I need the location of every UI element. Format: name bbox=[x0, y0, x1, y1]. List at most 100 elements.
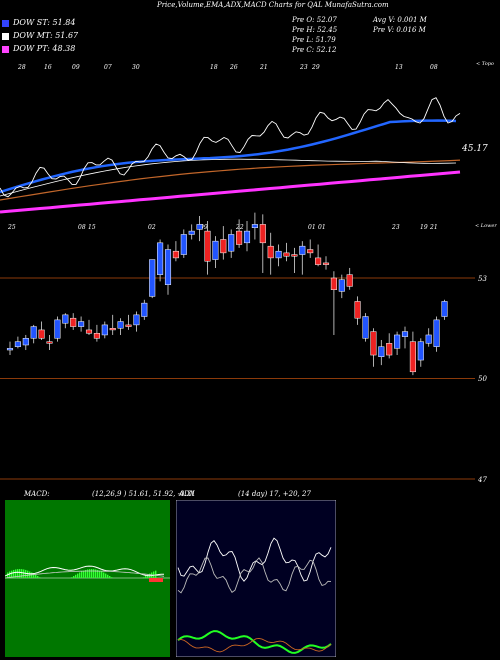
macd-histogram-bar bbox=[27, 570, 29, 578]
macd-histogram-bar bbox=[39, 577, 41, 578]
top-date-label: 29 bbox=[312, 64, 320, 71]
candle-body bbox=[283, 252, 290, 257]
candle-body bbox=[117, 321, 124, 329]
candle-body bbox=[243, 230, 251, 244]
macd-histogram-bar bbox=[143, 577, 145, 578]
avg-volume: Avg V: 0.001 M bbox=[373, 16, 427, 24]
candle-body bbox=[109, 328, 116, 331]
macd-last-bar bbox=[149, 578, 163, 582]
top-date-label: 18 bbox=[210, 64, 218, 71]
candle-body bbox=[180, 234, 187, 255]
macd-histogram-bar bbox=[15, 569, 17, 578]
top-date-label: 09 bbox=[72, 64, 80, 71]
candle-body bbox=[267, 245, 274, 259]
candle-body bbox=[307, 249, 314, 254]
legend-dow-st: DOW ST: 51.84 bbox=[13, 18, 76, 27]
candle-body bbox=[38, 329, 45, 339]
candle-body bbox=[85, 329, 93, 334]
macd-histogram-bar bbox=[77, 573, 79, 578]
top-date-label: 16 bbox=[44, 64, 52, 71]
macd-histogram-bar bbox=[91, 569, 93, 578]
candle-body bbox=[54, 319, 61, 339]
macd-label: MACD: bbox=[24, 490, 50, 498]
adx-minus-di-line bbox=[177, 557, 332, 594]
ema-panel bbox=[0, 97, 461, 214]
candle-body bbox=[386, 343, 393, 356]
macd-histogram-bar bbox=[37, 576, 39, 578]
macd-histogram-bar bbox=[11, 570, 13, 578]
candle-body bbox=[354, 301, 361, 319]
candle-date-label: 22 bbox=[236, 224, 244, 231]
macd-histogram-bar bbox=[17, 569, 19, 578]
candle-body bbox=[188, 230, 195, 235]
macd-histogram-bar bbox=[73, 576, 75, 578]
macd-histogram-bar bbox=[95, 569, 97, 578]
candle-body bbox=[370, 331, 377, 356]
candle-body bbox=[101, 324, 108, 336]
candle-body bbox=[433, 319, 440, 347]
candle-body bbox=[362, 316, 369, 339]
candle-body bbox=[30, 326, 37, 339]
top-date-label: 28 bbox=[18, 64, 26, 71]
macd-histogram-bar bbox=[147, 574, 149, 578]
pre-close: Pre C: 52.12 bbox=[292, 46, 337, 54]
candle-body bbox=[338, 279, 345, 292]
candle-body bbox=[62, 314, 69, 324]
macd-histogram-bar bbox=[71, 577, 73, 578]
ema-value-label: 45.17 bbox=[462, 144, 488, 154]
pre-volume: Pre V: 0.016 M bbox=[373, 26, 426, 34]
macd-histogram-bar bbox=[83, 570, 85, 578]
legend-swatch-st bbox=[2, 20, 9, 27]
adx-panel bbox=[176, 500, 336, 657]
ema-long-line bbox=[0, 170, 461, 214]
candle-body bbox=[46, 341, 53, 344]
legend-swatch-mt bbox=[2, 33, 9, 40]
candle-date-label: 09 bbox=[200, 224, 208, 231]
candle-body bbox=[157, 242, 164, 275]
macd-background bbox=[5, 500, 170, 657]
adx-plus-di-line bbox=[177, 537, 332, 582]
candle-body bbox=[220, 239, 227, 254]
macd-line bbox=[5, 565, 164, 577]
candle-body bbox=[401, 331, 409, 337]
price-line bbox=[0, 97, 461, 198]
candle-corner-label: < Lower bbox=[475, 223, 497, 229]
macd-histogram-bar bbox=[23, 569, 25, 578]
candle-body bbox=[141, 302, 148, 317]
candle-date-label: 01 bbox=[318, 224, 326, 231]
candle-body bbox=[22, 338, 29, 346]
macd-histogram-bar bbox=[105, 573, 107, 578]
macd-histogram-bar bbox=[19, 569, 21, 578]
ema-slow-line bbox=[0, 159, 461, 201]
macd-panel bbox=[5, 500, 170, 657]
top-corner-label: < Topo bbox=[476, 61, 494, 67]
macd-histogram-bar bbox=[25, 569, 27, 578]
candle-body bbox=[228, 234, 235, 252]
macd-histogram-bar bbox=[93, 569, 95, 578]
top-date-label: 26 bbox=[230, 64, 238, 71]
macd-histogram-bar bbox=[13, 569, 15, 578]
candle-body bbox=[251, 224, 258, 228]
legend-swatch-pt bbox=[2, 46, 9, 53]
macd-histogram-bar bbox=[81, 571, 83, 578]
macd-signal-line bbox=[5, 570, 165, 579]
candle-date-label: 08 bbox=[78, 224, 86, 231]
candle-body bbox=[236, 230, 243, 245]
candle-panel bbox=[0, 212, 475, 480]
candle-date-label: 21 bbox=[430, 224, 438, 231]
candle-body bbox=[378, 346, 385, 357]
candle-body bbox=[417, 341, 424, 361]
candle-body bbox=[259, 224, 266, 244]
candle-date-label: 15 bbox=[88, 224, 96, 231]
candle-body bbox=[149, 259, 156, 297]
candle-body bbox=[346, 274, 353, 287]
macd-histogram-bar bbox=[79, 572, 81, 578]
macd-histogram-bar bbox=[33, 573, 35, 578]
candle-body bbox=[133, 314, 140, 326]
top-date-label: 07 bbox=[104, 64, 112, 71]
candle-body bbox=[172, 250, 179, 259]
legend-dow-pt: DOW PT: 48.38 bbox=[13, 44, 76, 53]
macd-params: (12,26,9 ) 51.61, 51.92, -0.31 bbox=[92, 490, 196, 498]
candle-body bbox=[14, 341, 21, 347]
macd-histogram-bar bbox=[97, 569, 99, 578]
